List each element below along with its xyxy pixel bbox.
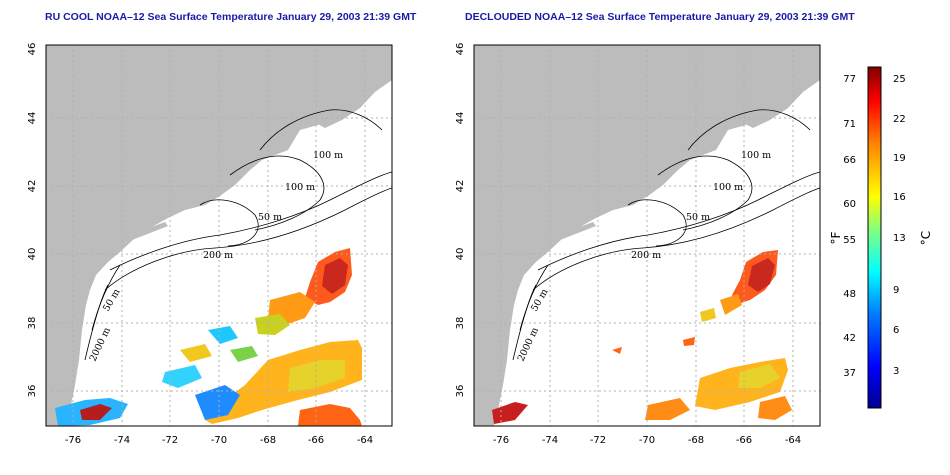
svg-text:36: 36 xyxy=(27,385,38,398)
svg-text:37: 37 xyxy=(843,368,856,379)
contour-label-2: 100 m xyxy=(285,182,315,193)
lat-ticks-right: 46 44 42 40 38 36 xyxy=(455,43,466,398)
svg-text:6: 6 xyxy=(893,325,899,336)
svg-text:-70: -70 xyxy=(211,435,227,446)
contour-label-3: 50 m xyxy=(686,212,710,223)
colorbar-fahrenheit-ticks: 77 71 66 60 55 48 42 37 xyxy=(843,74,856,379)
svg-text:38: 38 xyxy=(27,317,38,330)
contour-label-1: 100 m xyxy=(313,150,343,161)
svg-text:42: 42 xyxy=(27,180,38,193)
svg-text:77: 77 xyxy=(843,74,856,85)
svg-text:-68: -68 xyxy=(260,435,276,446)
svg-text:38: 38 xyxy=(455,317,466,330)
right-map-panel: 100 m 100 m 50 m 200 m 50 m 2000 m -76 -… xyxy=(455,43,821,446)
svg-text:71: 71 xyxy=(843,119,856,130)
svg-text:-72: -72 xyxy=(590,435,606,446)
bathymetry-contours-right xyxy=(512,109,820,361)
svg-text:-74: -74 xyxy=(114,435,130,446)
sst-data-raw xyxy=(55,248,362,426)
lat-ticks-left: 46 44 42 40 38 36 xyxy=(27,43,38,398)
svg-text:44: 44 xyxy=(455,112,466,125)
lon-ticks-left: -76 -74 -72 -70 -68 -66 -64 xyxy=(65,435,373,446)
svg-text:60: 60 xyxy=(843,199,856,210)
svg-text:44: 44 xyxy=(27,112,38,125)
svg-text:13: 13 xyxy=(893,233,906,244)
svg-text:-66: -66 xyxy=(736,435,752,446)
svg-text:-70: -70 xyxy=(639,435,655,446)
svg-text:-64: -64 xyxy=(357,435,373,446)
svg-text:-66: -66 xyxy=(308,435,324,446)
svg-text:25: 25 xyxy=(893,74,906,85)
colorbar-fahrenheit-label: °F xyxy=(829,231,843,244)
left-map-panel: 100 m 100 m 50 m 200 m 50 m 2000 m -76 -… xyxy=(27,43,393,446)
svg-text:3: 3 xyxy=(893,366,899,377)
svg-text:46: 46 xyxy=(455,43,466,56)
svg-text:48: 48 xyxy=(843,289,856,300)
svg-text:55: 55 xyxy=(843,235,856,246)
left-panel-title: RU COOL NOAA–12 Sea Surface Temperature … xyxy=(45,11,417,23)
colorbar: 77 71 66 60 55 48 42 37 25 22 19 16 13 9… xyxy=(829,66,933,409)
lon-ticks-right: -76 -74 -72 -70 -68 -66 -64 xyxy=(493,435,801,446)
svg-text:46: 46 xyxy=(27,43,38,56)
colorbar-gradient xyxy=(867,66,882,409)
colorbar-celsius-label: °C xyxy=(919,231,933,245)
svg-text:9: 9 xyxy=(893,285,899,296)
bathymetry-contours-left xyxy=(84,109,392,361)
svg-text:-68: -68 xyxy=(688,435,704,446)
svg-text:42: 42 xyxy=(843,333,856,344)
svg-text:19: 19 xyxy=(893,153,906,164)
colorbar-celsius-ticks: 25 22 19 16 13 9 6 3 xyxy=(893,74,906,377)
svg-text:36: 36 xyxy=(455,385,466,398)
svg-text:-74: -74 xyxy=(542,435,558,446)
svg-text:42: 42 xyxy=(455,180,466,193)
svg-text:-64: -64 xyxy=(785,435,801,446)
right-panel-title: DECLOUDED NOAA–12 Sea Surface Temperatur… xyxy=(465,11,855,23)
long-island xyxy=(130,222,168,240)
svg-text:-76: -76 xyxy=(493,435,509,446)
long-island xyxy=(558,222,596,240)
land-mass xyxy=(46,45,392,426)
contour-label-3: 50 m xyxy=(258,212,282,223)
land-mass xyxy=(474,45,820,426)
contour-label-4: 200 m xyxy=(203,250,233,261)
svg-text:40: 40 xyxy=(27,248,38,261)
sst-data-declouded xyxy=(492,250,792,424)
svg-text:-76: -76 xyxy=(65,435,81,446)
svg-text:-72: -72 xyxy=(162,435,178,446)
svg-text:40: 40 xyxy=(455,248,466,261)
svg-text:66: 66 xyxy=(843,155,856,166)
svg-text:16: 16 xyxy=(893,192,906,203)
contour-label-1: 100 m xyxy=(741,150,771,161)
contour-label-2: 100 m xyxy=(713,182,743,193)
contour-label-4: 200 m xyxy=(631,250,661,261)
svg-text:22: 22 xyxy=(893,114,906,125)
